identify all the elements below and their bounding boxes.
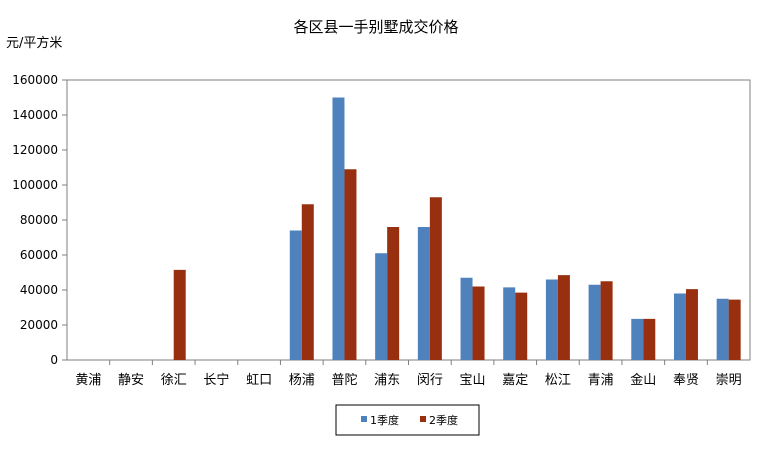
x-tick-label: 普陀: [331, 372, 357, 388]
bar-q2: [301, 204, 314, 360]
legend-swatch: [420, 416, 426, 422]
bar-q2: [472, 286, 485, 360]
bar-q1: [332, 97, 345, 360]
bar-q2: [515, 292, 528, 360]
x-tick-label: 浦东: [374, 373, 400, 388]
x-axis: 黄浦 静安 徐汇 长宁 虹口 杨浦 普陀 浦东 闵行 宝山 嘉定 松江 青浦 金山 奉贤 崇明: [75, 360, 742, 388]
x-tick-label: 奉贤: [673, 373, 699, 388]
y-tick-label: 40000: [20, 283, 58, 297]
bar-q2: [387, 227, 400, 360]
x-tick-label: 闵行: [417, 373, 443, 388]
bar-q2: [557, 275, 570, 360]
bar-q2: [728, 299, 741, 360]
x-tick-label: 金山: [630, 372, 656, 388]
y-tick-label: 20000: [20, 318, 58, 332]
x-tick-label: 长宁: [203, 372, 229, 388]
plot-area: [66, 79, 751, 361]
x-tick-label: 静安: [118, 373, 144, 388]
bar-q2: [173, 269, 186, 360]
y-tick-label: 100000: [12, 178, 58, 192]
legend-label: 2季度: [429, 413, 458, 427]
bar-q2: [685, 289, 698, 360]
chart-title: 各区县一手别墅成交价格: [293, 18, 458, 36]
y-tick-label: 80000: [20, 213, 58, 227]
bar-q1: [417, 227, 430, 360]
bar-q1: [716, 298, 729, 360]
legend: 1季度 2季度: [335, 404, 480, 436]
x-tick-label: 虹口: [246, 373, 272, 388]
x-tick-label: 松江: [545, 373, 571, 388]
legend-box: [335, 404, 480, 436]
bar-q1: [588, 284, 601, 360]
bar-q1: [289, 230, 302, 360]
bar-q2: [429, 197, 442, 360]
bar-q1: [375, 253, 388, 360]
y-tick-label: 160000: [12, 73, 58, 87]
bar-q1: [673, 293, 686, 360]
legend-label: 1季度: [370, 413, 399, 427]
x-tick-label: 嘉定: [502, 373, 528, 388]
bar-q1: [503, 287, 516, 360]
y-axis-label: 元/平方米: [6, 35, 62, 51]
x-tick-label: 青浦: [588, 373, 614, 388]
x-tick-label: 徐汇: [161, 373, 187, 388]
x-tick-label: 崇明: [716, 373, 742, 388]
x-tick-label: 黄浦: [75, 373, 101, 388]
bars: [173, 97, 741, 360]
y-tick-label: 60000: [20, 248, 58, 262]
bar-q1: [545, 279, 558, 360]
bar-q2: [344, 169, 357, 360]
y-axis: 0 20000 40000 60000 80000 100000 120000 140000 1…: [12, 73, 67, 367]
legend-swatch: [361, 416, 367, 422]
y-tick-label: 0: [50, 353, 58, 367]
bar-q1: [460, 277, 473, 360]
y-tick-label: 120000: [12, 143, 58, 157]
x-tick-label: 宝山: [460, 373, 486, 388]
bar-q2: [643, 318, 656, 360]
x-tick-label: 杨浦: [289, 373, 315, 388]
y-tick-label: 140000: [12, 108, 58, 122]
bar-q2: [600, 281, 613, 360]
bar-q1: [631, 318, 644, 360]
